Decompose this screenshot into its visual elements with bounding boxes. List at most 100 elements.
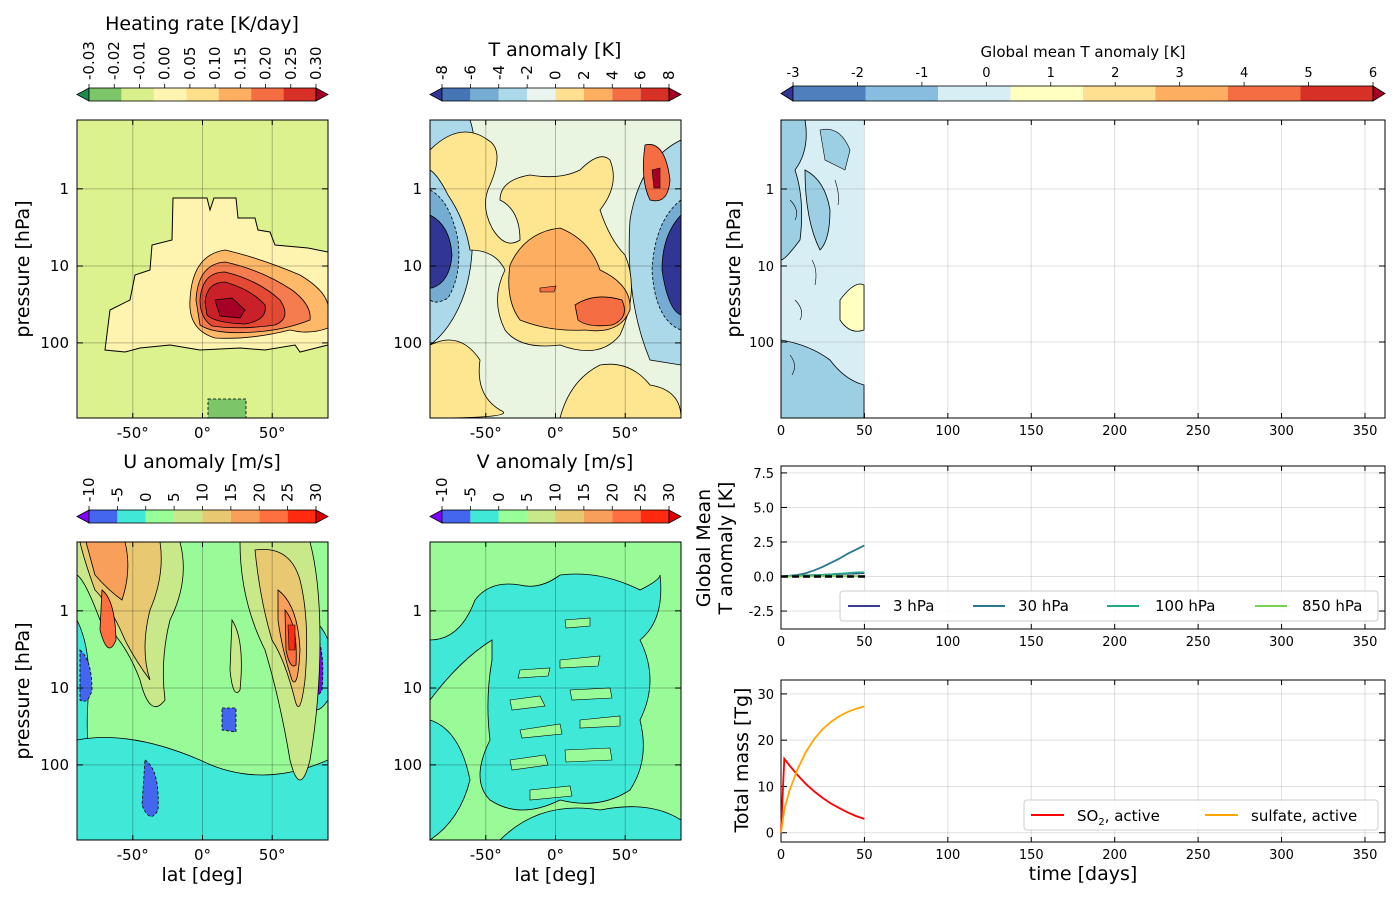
tick-label-x: 350 [1353, 635, 1378, 650]
uanom-colorbar-tick-label: 15 [222, 483, 240, 502]
tanom-colorbar: -8 -6 -4 -2 0 2 4 6 8 [429, 65, 682, 102]
globalT-colorbar-segment [1083, 86, 1156, 101]
heating-colorbar-frame [88, 87, 317, 102]
tick-label-x: 250 [1186, 635, 1211, 650]
tick-label-y: 1 [412, 180, 422, 198]
tick-label-y: 2.5 [753, 536, 774, 551]
tick-label-y: 100 [393, 756, 422, 774]
tanom-colorbar-tick-label: 0 [547, 70, 565, 80]
series-ylabel-line1: Global Mean [693, 489, 715, 607]
series-panel: 0 50 100 150 200 250 300 350 7.5 5.0 2.5 0.0 -2.5 Gl… [693, 465, 1386, 650]
mass-xlabel: time [days] [1029, 863, 1138, 885]
tick-label-y: 10 [757, 780, 774, 795]
vanom-colorbar-segment [527, 510, 556, 523]
globalT-colorbar-segment [1228, 86, 1301, 101]
uanom-colorbar-segment [230, 510, 260, 523]
vanom-colorbar-tick-label: 25 [632, 483, 650, 502]
tanom-colorbar-tick-label: -2 [518, 65, 536, 80]
heating-colorbar-tick-label: 0.30 [307, 47, 325, 80]
vanom-colorbar-tick-label: 15 [575, 483, 593, 502]
globalT-colorbar-tick-label: 2 [1111, 66, 1119, 81]
tick-label-x: 50 [856, 635, 873, 650]
globalT-colorbar-tick-label: 4 [1240, 66, 1248, 81]
tick-label-y: 20 [757, 734, 774, 749]
tanom-colorbar-tick-label: 8 [660, 70, 678, 80]
uanom-axes: -50° 0° 50° 1 10 100 [40, 541, 329, 864]
heating-colorbar-extend-high [315, 87, 329, 102]
vanom-colorbar-tick-label: 5 [518, 492, 536, 502]
globalT-colorbar-segment [865, 86, 938, 101]
tick-label-y: 100 [393, 334, 422, 352]
globalT-colorbar-segment [793, 86, 866, 101]
tick-label-x: 200 [1102, 635, 1127, 650]
vanom-colorbar-segment [498, 510, 528, 523]
uanom-colorbar-segment [287, 510, 316, 523]
heating-title: Heating rate [K/day] [105, 13, 299, 35]
uanom-colorbar-extend-low [76, 509, 90, 524]
tick-label-y: 30 [757, 688, 774, 703]
tick-label-x: -50° [470, 846, 502, 864]
heating-colorbar-tick-label: 0.15 [231, 47, 249, 80]
tick-label-x: -50° [117, 424, 149, 442]
heating-ylabel: pressure [hPa] [12, 200, 34, 337]
tick-label-x: 350 [1353, 424, 1378, 439]
tanom-title: T anomaly [K] [488, 39, 622, 61]
mass-frame [780, 679, 1386, 843]
tick-label-x: 300 [1269, 424, 1294, 439]
heating-colorbar-extend-low [76, 87, 90, 102]
legend-label-3hpa: 3 hPa [893, 597, 934, 615]
uanom-colorbar-tick-label: 20 [250, 483, 268, 502]
series-line-sulfate-active [780, 705, 865, 833]
mass-legend: SO2, active sulfate, active [1023, 799, 1379, 831]
tanom-colorbar-extend-high [668, 87, 682, 102]
tick-label-y: 10 [403, 679, 422, 697]
tanom-colorbar-segment [498, 88, 528, 101]
tick-label-x: 50° [612, 846, 639, 864]
globalT-colorbar-tick-label: 6 [1369, 66, 1377, 81]
globalT-frame [780, 119, 1386, 419]
tick-label-x: 200 [1102, 848, 1127, 863]
globalT-colorbar-segment [938, 86, 1011, 101]
tick-label-y: 1 [59, 602, 69, 620]
tick-label-y: 10 [50, 679, 69, 697]
globalT-colorbar-tick-label: -3 [787, 66, 800, 81]
tick-label-y: 100 [749, 336, 774, 351]
axes-frame [76, 541, 329, 841]
axes-frame [429, 541, 682, 841]
vanom-colorbar-segment [470, 510, 499, 523]
tick-label-y: 0 [766, 827, 774, 842]
tanom-colorbar-segment [640, 88, 669, 101]
tanom-colorbar-segment [442, 88, 471, 101]
tick-label-x: 50 [856, 424, 873, 439]
uanom-colorbar-extend-high [315, 509, 329, 524]
vanom-xlabel: lat [deg] [514, 864, 595, 886]
globalT-colorbar: -3 -2 -1 0 1 2 3 4 5 6 [780, 66, 1386, 102]
tick-label-x: 150 [1019, 635, 1044, 650]
uanom-colorbar-segment [145, 510, 175, 523]
uanom-ylabel: pressure [hPa] [12, 622, 34, 759]
uanom-title: U anomaly [m/s] [123, 451, 281, 473]
heating-colorbar-tick-label: -0.01 [130, 41, 148, 80]
globalT-panel: Global mean T anomaly [K] -3 -2 -1 0 1 2 3 4 5 6 … [723, 43, 1386, 439]
uanom-colorbar: -10 -5 0 5 10 15 20 25 30 [76, 478, 329, 524]
legend-label-30hpa: 30 hPa [1018, 597, 1069, 615]
tanom-colorbar-segment [527, 88, 556, 101]
tick-label-y: 1 [59, 180, 69, 198]
vanom-panel: V anomaly [m/s] -10 -5 0 5 10 15 20 25 30 -50° 0°… [393, 451, 682, 886]
series-legend: 3 hPa 30 hPa 100 hPa 850 hPa [839, 590, 1379, 622]
globalT-title: Global mean T anomaly [K] [981, 43, 1186, 61]
uanom-colorbar-segment [259, 510, 288, 523]
globalT-colorbar-segment [1300, 86, 1373, 101]
tick-label-x: 0 [777, 848, 785, 863]
vanom-colorbar-tick-label: 0 [490, 492, 508, 502]
vanom-colorbar-tick-label: 20 [603, 483, 621, 502]
uanom-colorbar-segment [202, 510, 231, 523]
tick-label-y: 10 [50, 257, 69, 275]
axes-frame [429, 119, 682, 419]
series-line-30-hpa [780, 544, 865, 578]
tick-label-x: 50° [259, 424, 286, 442]
tick-label-y: 1 [766, 183, 774, 198]
tanom-colorbar-tick-label: 2 [575, 70, 593, 80]
series-ylabel-line2: T anomaly [K] [715, 482, 737, 616]
